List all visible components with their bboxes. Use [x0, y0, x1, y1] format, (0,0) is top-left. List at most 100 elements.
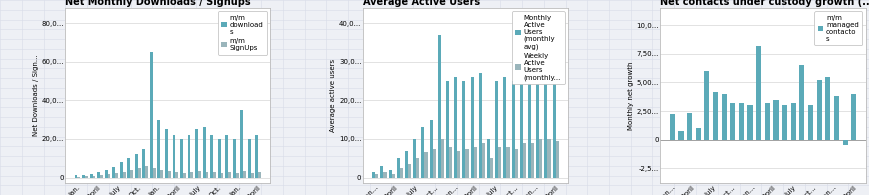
- Bar: [850, 94, 855, 140]
- Bar: [503, 77, 506, 177]
- Bar: [432, 149, 435, 177]
- Bar: [678, 130, 683, 140]
- Bar: [160, 170, 163, 177]
- Text: Net Monthly Downloads / Signups: Net Monthly Downloads / Signups: [65, 0, 250, 7]
- Bar: [547, 139, 550, 177]
- Bar: [153, 168, 156, 177]
- Bar: [421, 127, 424, 177]
- Bar: [149, 52, 153, 177]
- Bar: [396, 158, 400, 177]
- Bar: [248, 139, 250, 177]
- Bar: [530, 143, 534, 177]
- Bar: [746, 105, 752, 140]
- Bar: [552, 69, 555, 177]
- Legend: m/m
download
s, m/m
SignUps: m/m download s, m/m SignUps: [218, 11, 267, 55]
- Bar: [424, 152, 427, 177]
- Bar: [375, 175, 378, 177]
- Bar: [514, 149, 517, 177]
- Bar: [441, 139, 443, 177]
- Bar: [157, 120, 160, 177]
- Bar: [255, 135, 258, 177]
- Bar: [415, 158, 419, 177]
- Bar: [833, 96, 838, 140]
- Bar: [807, 105, 813, 140]
- Bar: [137, 168, 141, 177]
- Bar: [790, 103, 795, 140]
- Bar: [498, 147, 501, 177]
- Bar: [82, 175, 85, 177]
- Bar: [130, 170, 133, 177]
- Legend: Monthly
Active
Users
(monthly
avg), Weekly
Active
Users
(monthly...: Monthly Active Users (monthly avg), Week…: [511, 11, 564, 84]
- Bar: [841, 140, 846, 145]
- Bar: [108, 174, 110, 177]
- Bar: [535, 62, 539, 177]
- Bar: [539, 139, 541, 177]
- Bar: [233, 139, 235, 177]
- Bar: [454, 77, 457, 177]
- Bar: [544, 62, 547, 177]
- Bar: [383, 172, 386, 177]
- Bar: [448, 147, 452, 177]
- Bar: [773, 100, 778, 140]
- Bar: [429, 120, 432, 177]
- Y-axis label: Monthly net growth: Monthly net growth: [627, 61, 633, 130]
- Bar: [781, 105, 786, 140]
- Bar: [404, 151, 408, 177]
- Bar: [90, 174, 92, 177]
- Bar: [104, 170, 108, 177]
- Bar: [473, 147, 476, 177]
- Bar: [457, 151, 460, 177]
- Bar: [228, 172, 231, 177]
- Bar: [123, 172, 125, 177]
- Bar: [511, 81, 514, 177]
- Bar: [221, 173, 223, 177]
- Bar: [555, 141, 558, 177]
- Bar: [816, 80, 821, 140]
- Bar: [195, 129, 198, 177]
- Bar: [755, 46, 760, 140]
- Bar: [712, 91, 717, 140]
- Legend: m/m
managed
contacto
s: m/m managed contacto s: [813, 11, 861, 45]
- Bar: [388, 170, 391, 177]
- Bar: [258, 172, 261, 177]
- Bar: [729, 103, 734, 140]
- Bar: [527, 69, 530, 177]
- Bar: [519, 69, 522, 177]
- Bar: [180, 139, 182, 177]
- Bar: [494, 81, 498, 177]
- Bar: [243, 171, 246, 177]
- Bar: [400, 168, 402, 177]
- Bar: [478, 73, 481, 177]
- Bar: [704, 71, 708, 140]
- Bar: [240, 110, 243, 177]
- Bar: [522, 143, 526, 177]
- Bar: [446, 81, 448, 177]
- Bar: [225, 135, 228, 177]
- Bar: [75, 175, 77, 177]
- Bar: [738, 103, 743, 140]
- Bar: [85, 176, 88, 177]
- Bar: [217, 139, 221, 177]
- Bar: [437, 35, 441, 177]
- Bar: [669, 114, 674, 140]
- Bar: [506, 147, 509, 177]
- Bar: [115, 173, 118, 177]
- Bar: [112, 167, 115, 177]
- Bar: [250, 173, 254, 177]
- Bar: [372, 172, 375, 177]
- Bar: [188, 135, 190, 177]
- Bar: [198, 171, 201, 177]
- Bar: [461, 81, 465, 177]
- Bar: [825, 77, 829, 140]
- Bar: [143, 149, 145, 177]
- Bar: [465, 149, 468, 177]
- Text: Net contacts under custody growth (...: Net contacts under custody growth (...: [660, 0, 869, 7]
- Bar: [202, 127, 205, 177]
- Bar: [168, 171, 170, 177]
- Bar: [92, 176, 96, 177]
- Bar: [176, 172, 178, 177]
- Bar: [687, 113, 692, 140]
- Bar: [77, 176, 80, 177]
- Bar: [97, 172, 100, 177]
- Bar: [210, 135, 213, 177]
